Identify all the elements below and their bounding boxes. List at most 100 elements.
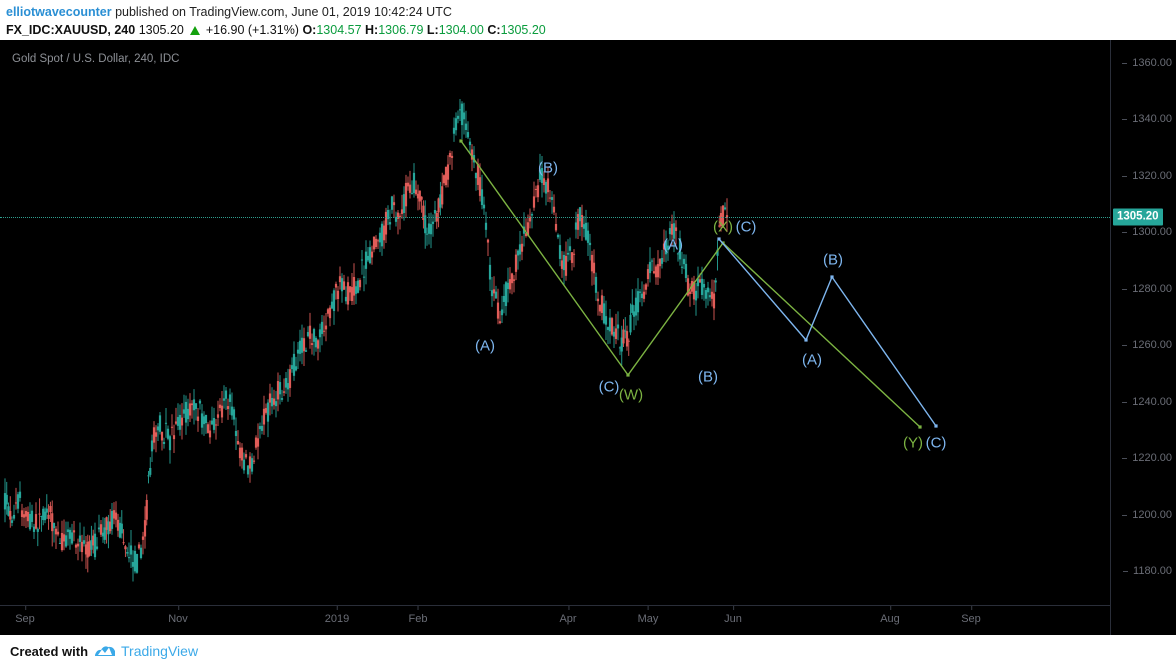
green-wave-path-segment[interactable] bbox=[722, 242, 921, 428]
candle-body bbox=[462, 112, 466, 120]
candle-body bbox=[182, 409, 186, 414]
candle-body bbox=[448, 153, 452, 158]
candle-body bbox=[178, 414, 182, 430]
candle-body bbox=[172, 435, 176, 440]
wave-label[interactable]: (X) bbox=[713, 218, 733, 236]
author-link[interactable]: elliotwavecounter bbox=[6, 5, 112, 19]
candle-body bbox=[514, 254, 518, 272]
high-value: 1306.79 bbox=[378, 23, 424, 37]
tick-dash bbox=[1122, 458, 1128, 460]
candle-body bbox=[394, 216, 398, 222]
blue-wave-path-anchor-point[interactable] bbox=[717, 237, 721, 241]
candle-body bbox=[127, 557, 131, 559]
tick-dash bbox=[568, 606, 569, 610]
tradingview-brand[interactable]: TradingView bbox=[121, 643, 199, 659]
wave-label[interactable]: (B) bbox=[538, 159, 558, 177]
candle-body bbox=[280, 398, 284, 400]
candle-body bbox=[62, 534, 66, 542]
candle-body bbox=[14, 502, 18, 504]
blue-wave-path-anchor-point[interactable] bbox=[804, 338, 808, 342]
candle-body bbox=[668, 228, 672, 235]
candle-body bbox=[314, 337, 318, 348]
candle-body bbox=[24, 510, 28, 517]
green-wave-path-segment[interactable] bbox=[627, 242, 724, 376]
green-wave-path-anchor-point[interactable] bbox=[626, 373, 630, 377]
candle-body bbox=[680, 266, 684, 268]
wave-label[interactable]: (C) bbox=[925, 434, 947, 452]
price-tick-label: 1240.00 bbox=[1122, 396, 1172, 408]
plot-canvas[interactable]: Gold Spot / U.S. Dollar, 240, IDC (B) (A)… bbox=[0, 40, 1110, 605]
green-wave-path-anchor-point[interactable] bbox=[918, 425, 922, 429]
candle-body bbox=[236, 440, 240, 445]
candle-body bbox=[439, 194, 442, 208]
candle-body bbox=[86, 541, 89, 558]
time-tick-label: Nov bbox=[168, 606, 188, 625]
candle-body bbox=[214, 424, 218, 426]
symbol-label[interactable]: FX_IDC:XAUUSD, 240 bbox=[6, 23, 136, 37]
candle-body bbox=[398, 215, 402, 217]
wave-label[interactable]: (W) bbox=[618, 386, 644, 404]
candle-body bbox=[49, 506, 52, 513]
wave-label[interactable]: (A) bbox=[802, 351, 822, 369]
candle-body bbox=[642, 291, 646, 299]
elliott-wave-overlay[interactable] bbox=[0, 40, 1110, 605]
candle-body bbox=[162, 441, 166, 444]
chart-legend: Gold Spot / U.S. Dollar, 240, IDC bbox=[12, 53, 180, 65]
tick-dash bbox=[648, 606, 649, 610]
wave-label[interactable]: (Y) bbox=[903, 434, 923, 452]
candle-body bbox=[435, 212, 438, 222]
blue-wave-path-segment[interactable] bbox=[805, 276, 833, 341]
blue-wave-path-anchor-point[interactable] bbox=[830, 275, 834, 279]
candle-body bbox=[446, 164, 450, 180]
candle-body bbox=[666, 245, 670, 251]
chart-header: elliotwavecounter published on TradingVi… bbox=[0, 0, 1176, 40]
candle-body bbox=[502, 295, 506, 302]
candle-body bbox=[296, 349, 300, 354]
candle-body bbox=[180, 417, 184, 426]
time-axis[interactable]: Sep Nov 2019 Feb Apr May Jun Aug Sep bbox=[0, 605, 1110, 636]
candle-body bbox=[99, 524, 103, 535]
wave-label[interactable]: (C) bbox=[598, 378, 620, 396]
wave-label[interactable]: (B) bbox=[823, 251, 843, 269]
candle-body bbox=[416, 193, 420, 199]
wave-label[interactable]: (B) bbox=[698, 368, 718, 386]
blue-wave-path-segment[interactable] bbox=[831, 276, 937, 427]
wave-label[interactable]: (A) bbox=[663, 236, 683, 254]
candle-body bbox=[188, 403, 192, 416]
green-wave-path-segment[interactable] bbox=[460, 140, 629, 376]
price-tick-label: 1220.00 bbox=[1122, 452, 1172, 464]
candle-body bbox=[282, 391, 286, 393]
wave-label[interactable]: (C) bbox=[735, 218, 757, 236]
candle-body bbox=[512, 279, 516, 281]
price-axis[interactable]: 1360.00 1340.00 1320.00 1300.00 1280.00 1260.… bbox=[1110, 40, 1176, 635]
blue-wave-path-segment[interactable] bbox=[718, 238, 807, 341]
candle-body bbox=[530, 214, 534, 216]
candle-body bbox=[43, 511, 47, 521]
candle-body bbox=[570, 252, 574, 263]
candle-body bbox=[204, 414, 208, 424]
candle-body bbox=[625, 331, 629, 347]
candle-body bbox=[632, 311, 636, 317]
chart-area[interactable]: Gold Spot / U.S. Dollar, 240, IDC (B) (A)… bbox=[0, 40, 1176, 636]
candle-body bbox=[466, 132, 470, 138]
blue-wave-path-anchor-point[interactable] bbox=[934, 424, 938, 428]
candle-body bbox=[133, 550, 137, 572]
candle-body bbox=[676, 253, 680, 255]
candle-body bbox=[698, 279, 702, 283]
tick-dash bbox=[1123, 571, 1129, 573]
candle-body bbox=[624, 330, 627, 332]
candle-body bbox=[164, 422, 168, 424]
green-wave-path-anchor-point[interactable] bbox=[459, 139, 463, 143]
candle-body bbox=[88, 541, 91, 556]
candle-body bbox=[458, 109, 462, 111]
candle-body bbox=[38, 513, 41, 515]
candle-body bbox=[206, 424, 210, 433]
candle-body bbox=[168, 436, 172, 451]
candle-body bbox=[444, 166, 448, 186]
candle-body bbox=[16, 494, 20, 509]
wave-label[interactable]: (A) bbox=[475, 337, 495, 355]
candle-body bbox=[288, 369, 292, 388]
candle-body bbox=[494, 291, 498, 299]
candle-body bbox=[636, 291, 640, 313]
candle-body bbox=[354, 286, 358, 294]
